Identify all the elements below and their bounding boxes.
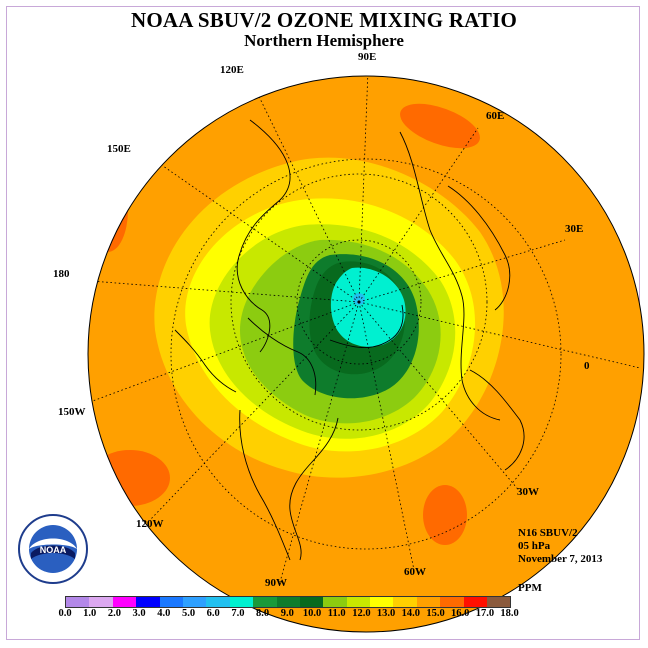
colorbar-tick-label: 15.0	[426, 608, 445, 619]
lon-label-30e: 30E	[565, 223, 584, 235]
lon-label-60e: 60E	[486, 110, 505, 122]
colorbar-tick-label: 4.0	[157, 608, 171, 619]
ozone-band-08	[330, 267, 406, 347]
latitude-circle-50n	[230, 173, 488, 431]
map-title: NOAA SBUV/2 OZONE MIXING RATIO	[131, 8, 517, 32]
meridian-180	[88, 279, 360, 303]
coastline-north-america-east	[289, 417, 339, 561]
colorbar-swatch-17	[463, 597, 488, 607]
map-subtitle: Northern Hemisphere	[244, 31, 404, 50]
colorbar-swatch-12	[346, 597, 371, 607]
pressure-label: 05 hPa	[518, 540, 551, 552]
colorbar-tick-label: 16.0	[451, 608, 470, 619]
colorbar-swatch-13	[370, 597, 394, 607]
ozone-patch-16-w	[88, 168, 128, 252]
coastline-greenland	[329, 304, 404, 349]
coastline-arctic-archipelago	[247, 317, 317, 396]
colorbar-tick-label: 12.0	[352, 608, 371, 619]
colorbar-tick-label: 3.0	[132, 608, 146, 619]
coastline-north-america-west	[239, 409, 291, 561]
colorbar-swatch-8	[253, 597, 277, 607]
lon-label-120w: 120W	[136, 518, 164, 530]
colorbar-swatch-16	[440, 597, 464, 607]
colorbar-tick-label: 17.0	[475, 608, 495, 619]
colorbar-tick-label: 2.0	[107, 608, 121, 619]
colorbar-tick-label: 11.0	[327, 608, 346, 619]
colorbar-tick-label: 18.0	[500, 608, 519, 619]
noaa-logo-bird	[29, 538, 77, 549]
lon-label-180: 180	[53, 268, 70, 280]
noaa-logo-text: NOAA	[40, 545, 67, 555]
colorbar-tick-label: 1.0	[83, 608, 97, 619]
units-label: PPM	[518, 582, 542, 594]
latitude-circle-70n	[296, 239, 422, 365]
lon-label-90e: 90E	[358, 51, 377, 63]
colorbar-swatch-0	[66, 597, 90, 607]
ozone-patch-16-sw	[90, 450, 170, 506]
latitude-circle-30n	[170, 158, 562, 550]
meridian-150w	[89, 301, 360, 403]
colorbar-swatch-4	[159, 597, 183, 607]
colorbar-swatch-14	[393, 597, 417, 607]
colorbar-tick-label: 8.0	[256, 608, 270, 619]
lon-label-150w: 150W	[58, 406, 86, 418]
colorbar	[65, 596, 512, 608]
noaa-logo-wing	[31, 545, 75, 559]
colorbar-tick-label: 0.0	[58, 608, 72, 619]
coastline-europe	[469, 369, 525, 471]
info-block: N16 SBUV/2 05 hPa November 7, 2013 PPM	[518, 527, 602, 595]
colorbar-swatch-9	[276, 597, 300, 607]
colorbar-tick-label: 5.0	[181, 608, 196, 619]
map-boundary-circle	[87, 75, 645, 633]
colorbar-tick-label: 7.0	[231, 608, 245, 619]
ozone-patch-16-s	[423, 485, 467, 545]
colorbar-swatch-2	[112, 597, 137, 607]
lon-label-150e: 150E	[107, 143, 131, 155]
lon-label-90w: 90W	[265, 577, 287, 589]
coastline-eurasia-north	[399, 131, 501, 421]
instrument-label: N16 SBUV/2	[518, 527, 578, 539]
colorbar-tick-label: 14.0	[401, 608, 420, 619]
colorbar-swatch-18	[487, 597, 511, 607]
meridian-60e	[358, 127, 479, 303]
colorbar-tick-label: 9.0	[280, 608, 294, 619]
coastline-asia-west	[447, 185, 511, 311]
lon-label-0: 0	[584, 360, 590, 372]
lon-label-30w: 30W	[517, 486, 539, 498]
colorbar-swatch-11	[323, 597, 347, 607]
colorbar-tick-label: 13.0	[376, 608, 396, 619]
noaa-logo: NOAA	[18, 514, 88, 584]
ozone-band-07	[353, 293, 365, 305]
meridian-0	[358, 301, 641, 369]
meridian-60w	[358, 301, 415, 571]
colorbar-tick-label: 10.0	[302, 608, 322, 619]
colorbar-swatch-1	[89, 597, 113, 607]
colorbar-ticks: 0.0 1.0 2.0 3.0 4.0 5.0 6.0 7.0 8.0 9.0 10.0 11.0 12…	[57, 608, 597, 622]
colorbar-swatch-7	[229, 597, 254, 607]
lon-label-120e: 120E	[220, 64, 244, 76]
meridian-90e	[358, 76, 369, 303]
ozone-patch-16-ne	[400, 103, 480, 149]
coastline-alaska	[174, 329, 237, 393]
date-label: November 7, 2013	[518, 553, 603, 565]
lon-label-60w: 60W	[404, 566, 426, 578]
colorbar-swatch-10	[299, 597, 324, 607]
colorbar-swatch-15	[416, 597, 441, 607]
coastline-asia-east	[236, 119, 291, 353]
colorbar-swatch-5	[182, 597, 207, 607]
colorbar-swatch-3	[136, 597, 160, 607]
colorbar-tick-label: 6.0	[206, 608, 220, 619]
colorbar-swatch-6	[206, 597, 230, 607]
